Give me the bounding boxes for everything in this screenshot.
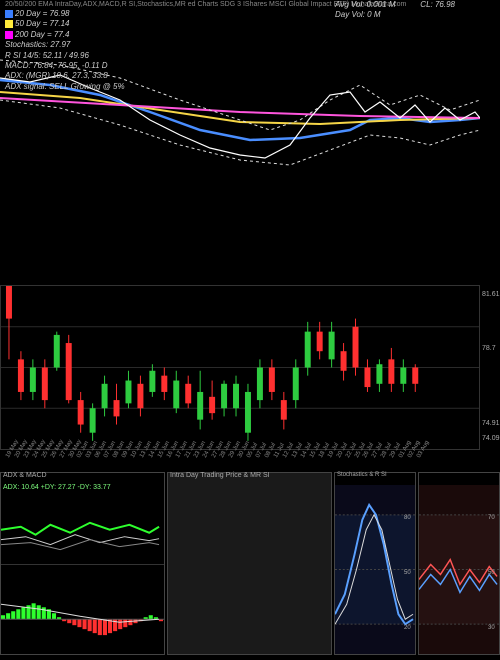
- stoch-yaxis: 805020: [402, 485, 414, 654]
- stoch-label: Stochastics: 27.97: [5, 40, 495, 50]
- stochastics-panel: Stochastics & R SI 805020: [334, 472, 416, 655]
- candlestick-chart: [0, 285, 480, 450]
- intra-title: Intra Day Trading Price & MR SI: [170, 472, 270, 479]
- avgvol-label: Avg Vol: 0.001 M: [335, 0, 395, 10]
- macd-label: MACD: 76.84, 76.95, -0.11 D: [5, 61, 495, 71]
- chart-header: 20/50/200 EMA IntraDay,ADX,MACD,R SI,Sto…: [5, 0, 495, 70]
- ema50-label: 50 Day = 77.14: [15, 19, 69, 28]
- adx-label: ADX: (MGR) 10.6, 27.3, 33.8: [5, 71, 495, 81]
- dayvol-label: Day Vol: 0 M: [335, 10, 381, 20]
- intraday-panel: Intra Day Trading Price & MR SI: [167, 472, 332, 655]
- candle-y-axis: 81.6178.774.9174.09: [480, 285, 500, 450]
- stoch-title: Stochastics & R SI: [337, 472, 387, 478]
- adxsig-label: ADX signal: SELL Growing @ 5%: [5, 82, 495, 92]
- rsi-label: R SI 14/5: 52.11 / 49.96: [5, 51, 495, 61]
- adx-macd-panel: ADX & MACD ADX: 10.64 +DY: 27.27 -DY: 33…: [0, 472, 165, 655]
- adx-title: ADX & MACD: [3, 472, 47, 479]
- ema20-label: 20 Day = 76.98: [15, 9, 69, 18]
- rsi-panel: 705030: [418, 472, 500, 655]
- rsi-yaxis: 705030: [486, 485, 498, 654]
- ema200-label: 200 Day = 77.4: [15, 30, 69, 39]
- ema50-swatch: [5, 20, 13, 28]
- ema200-swatch: [5, 31, 13, 39]
- date-axis: 19 May20 May23 May24 May25 May26 May27 M…: [0, 452, 480, 470]
- ema20-swatch: [5, 10, 13, 18]
- cl-label: CL: 76.98: [420, 0, 455, 10]
